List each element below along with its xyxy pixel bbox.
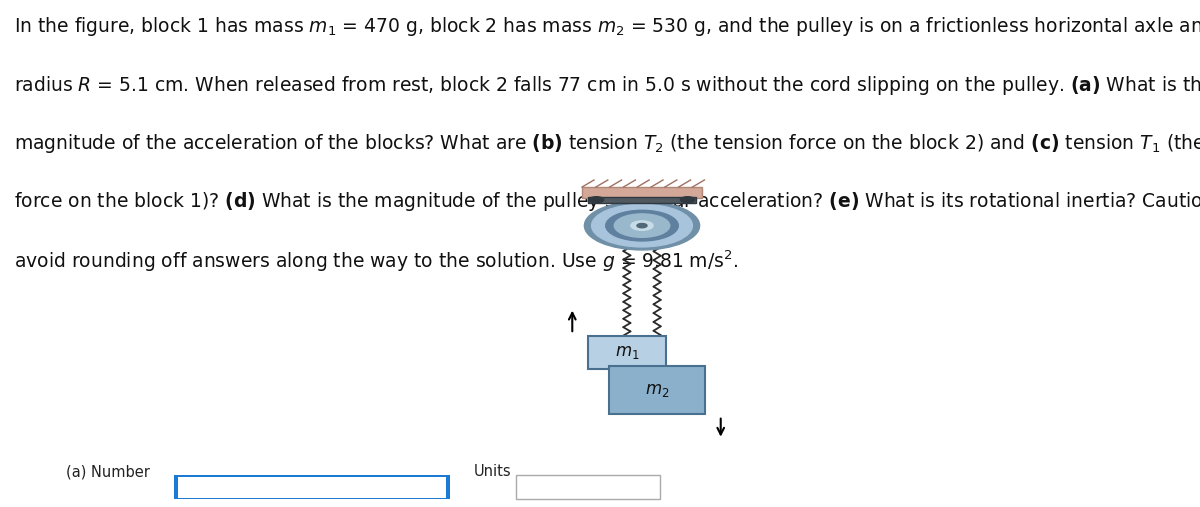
Circle shape [631, 221, 653, 230]
Text: force on the block 1)? $\mathbf{(d)}$ What is the magnitude of the pulley's angu: force on the block 1)? $\mathbf{(d)}$ Wh… [14, 190, 1200, 213]
Text: avoid rounding off answers along the way to the solution. Use $g$ = 9.81 m/s$^2$: avoid rounding off answers along the way… [14, 248, 739, 274]
Text: $m_1$: $m_1$ [614, 343, 640, 361]
Bar [516, 475, 660, 499]
Text: magnitude of the acceleration of the blocks? What are $\mathbf{(b)}$ tension $T_: magnitude of the acceleration of the blo… [14, 132, 1200, 155]
Text: radius $R$ = 5.1 cm. When released from rest, block 2 falls 77 cm in 5.0 s witho: radius $R$ = 5.1 cm. When released from … [14, 74, 1200, 96]
Text: In the figure, block 1 has mass $m_1$ = 470 g, block 2 has mass $m_2$ = 530 g, a: In the figure, block 1 has mass $m_1$ = … [14, 15, 1200, 38]
Circle shape [584, 201, 700, 250]
Bar [610, 366, 706, 414]
Circle shape [606, 210, 678, 241]
Circle shape [592, 204, 692, 247]
Circle shape [680, 197, 695, 203]
Circle shape [589, 197, 604, 203]
Bar [174, 475, 450, 499]
Circle shape [637, 224, 647, 228]
Circle shape [614, 214, 670, 237]
Text: $m_2$: $m_2$ [644, 381, 670, 399]
Bar [178, 477, 446, 498]
Bar [588, 336, 666, 369]
Bar [582, 187, 702, 198]
Text: (a) Number: (a) Number [66, 464, 150, 479]
Bar [588, 197, 696, 203]
Text: Units: Units [474, 464, 511, 479]
